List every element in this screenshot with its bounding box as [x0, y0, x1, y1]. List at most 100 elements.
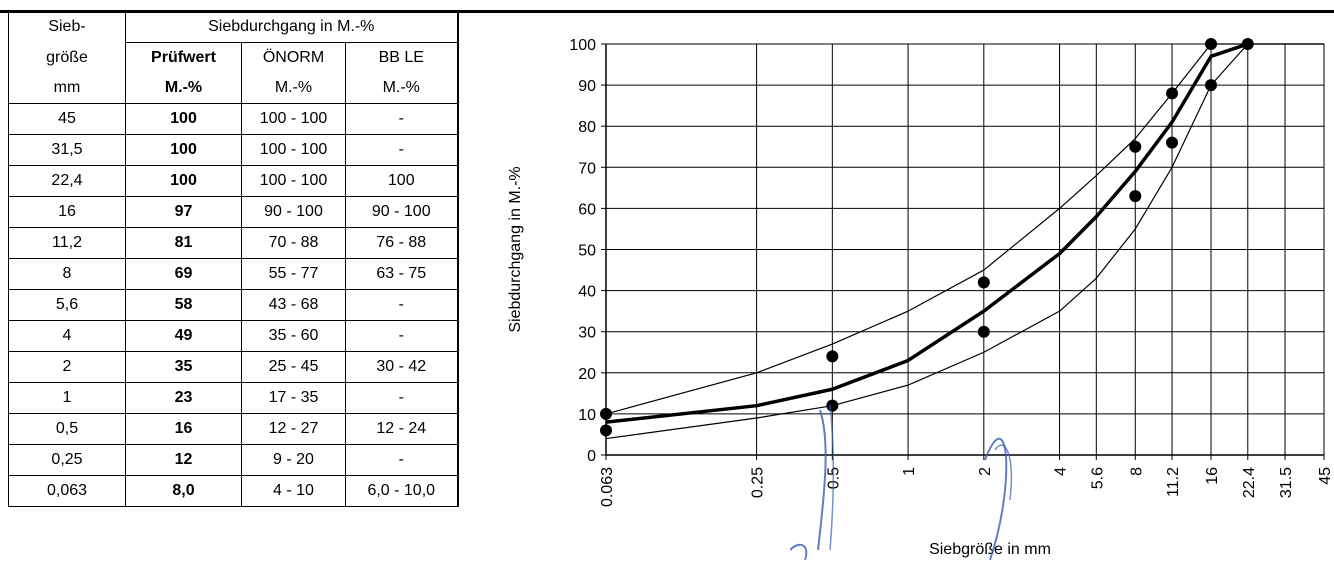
cell-pruefwert: 81 — [125, 227, 242, 259]
cell-pruefwert: 12 — [125, 444, 242, 476]
y-tick-label: 60 — [578, 201, 596, 218]
cell-onorm: 100 - 100 — [241, 165, 346, 197]
cell-pruefwert: 8,0 — [125, 475, 242, 507]
x-tick-label: 22.4 — [1241, 467, 1258, 498]
table-row: 0,5 16 12 - 27 12 - 24 — [8, 413, 459, 445]
data-point — [1205, 38, 1218, 50]
data-point — [600, 407, 612, 420]
x-tick-label: 31.5 — [1278, 467, 1295, 498]
y-tick-label: 90 — [578, 78, 596, 95]
y-tick-label: 40 — [578, 284, 596, 301]
table-row: 8 69 55 - 77 63 - 75 — [8, 258, 459, 290]
y-tick-label: 10 — [578, 407, 596, 424]
x-tick-label: 1 — [901, 467, 918, 476]
data-point — [1166, 136, 1179, 149]
table-row: 5,6 58 43 - 68- — [8, 289, 459, 321]
cell-pruefwert: 97 — [125, 196, 242, 228]
col-pruefwert-title: Prüfwert — [125, 42, 242, 73]
data-point — [977, 325, 990, 338]
cell-bble: - — [345, 103, 459, 135]
cell-sieve-size: 16 — [8, 196, 126, 228]
cell-onorm: 43 - 68 — [241, 289, 346, 321]
cell-onorm: 100 - 100 — [241, 103, 346, 135]
data-point — [600, 424, 612, 437]
cell-onorm: 9 - 20 — [241, 444, 346, 476]
cell-onorm: 12 - 27 — [241, 413, 346, 445]
col-bble-unit: M.-% — [345, 73, 459, 104]
data-point — [1129, 140, 1142, 153]
col-size-header-unit: mm — [8, 73, 126, 104]
cell-bble: - — [345, 134, 459, 166]
data-point — [826, 350, 839, 363]
cell-pruefwert: 69 — [125, 258, 242, 290]
y-tick-label: 50 — [578, 243, 596, 260]
cell-bble: - — [345, 320, 459, 352]
y-tick-label: 100 — [569, 37, 596, 54]
cell-pruefwert: 16 — [125, 413, 242, 445]
cell-bble: 63 - 75 — [345, 258, 459, 290]
cell-sieve-size: 11,2 — [8, 227, 126, 259]
cell-onorm: 55 - 77 — [241, 258, 346, 290]
table-row: 31,5 100 100 - 100- — [8, 134, 459, 166]
cell-bble: 100 — [345, 165, 459, 197]
y-tick-label: 70 — [578, 160, 596, 177]
cell-bble: - — [345, 444, 459, 476]
data-point — [1205, 79, 1218, 92]
cell-bble: 76 - 88 — [345, 227, 459, 259]
col-pruefwert-unit: M.-% — [125, 73, 242, 104]
x-tick-label: 0.25 — [750, 467, 767, 498]
cell-onorm: 17 - 35 — [241, 382, 346, 414]
y-tick-label: 20 — [578, 366, 596, 383]
table-row: 4 49 35 - 60- — [8, 320, 459, 352]
table-row: 11,2 81 70 - 88 76 - 88 — [8, 227, 459, 259]
cell-onorm: 100 - 100 — [241, 134, 346, 166]
cell-onorm: 35 - 60 — [241, 320, 346, 352]
cell-onorm: 90 - 100 — [241, 196, 346, 228]
top-border-line — [0, 10, 1334, 13]
cell-pruefwert: 23 — [125, 382, 242, 414]
data-point — [1129, 190, 1142, 203]
col-bble-title: BB LE — [345, 42, 459, 73]
col-onorm-unit: M.-% — [241, 73, 346, 104]
cell-sieve-size: 5,6 — [8, 289, 126, 321]
table-row: 1 23 17 - 35- — [8, 382, 459, 414]
table-row: 0,063 8,0 4 - 10 6,0 - 10,0 — [8, 475, 459, 507]
table-row: 45 100 100 - 100- — [8, 103, 459, 135]
col-size-header-line2: größe — [8, 42, 126, 73]
data-point — [1241, 38, 1254, 50]
x-tick-label: 16 — [1204, 467, 1221, 485]
y-axis-label: Siebdurchgang in M.-% — [507, 166, 524, 332]
x-tick-label: 0.063 — [599, 467, 616, 507]
cell-pruefwert: 100 — [125, 103, 242, 135]
cell-onorm: 25 - 45 — [241, 351, 346, 383]
y-tick-label: 0 — [587, 448, 596, 465]
cell-sieve-size: 0,25 — [8, 444, 126, 476]
y-tick-label: 30 — [578, 325, 596, 342]
cell-pruefwert: 49 — [125, 320, 242, 352]
table-row: 0,25 12 9 - 20- — [8, 444, 459, 476]
sieve-table: Sieb- Siebdurchgang in M.-% größe Prüfwe… — [8, 12, 459, 507]
x-tick-label: 11.2 — [1165, 467, 1182, 497]
x-tick-label: 45 — [1317, 467, 1334, 485]
x-axis-label: Siebgröße in mm — [929, 541, 1051, 558]
cell-sieve-size: 0,063 — [8, 475, 126, 507]
cell-sieve-size: 0,5 — [8, 413, 126, 445]
cell-sieve-size: 31,5 — [8, 134, 126, 166]
cell-onorm: 70 - 88 — [241, 227, 346, 259]
table-row: 16 97 90 - 100 90 - 100 — [8, 196, 459, 228]
cell-bble: 30 - 42 — [345, 351, 459, 383]
handwritten-signature — [790, 404, 1013, 560]
cell-pruefwert: 58 — [125, 289, 242, 321]
col-onorm-title: ÖNORM — [241, 42, 346, 73]
cell-bble: - — [345, 289, 459, 321]
cell-sieve-size: 2 — [8, 351, 126, 383]
cell-bble: 12 - 24 — [345, 413, 459, 445]
cell-bble: - — [345, 382, 459, 414]
data-point — [977, 276, 990, 289]
series-pruefwert-line — [605, 42, 1249, 424]
y-tick-label: 80 — [578, 119, 596, 136]
table-row: 22,4 100 100 - 100 100 — [8, 165, 459, 197]
cell-sieve-size: 8 — [8, 258, 126, 290]
group-header: Siebdurchgang in M.-% — [125, 12, 459, 43]
